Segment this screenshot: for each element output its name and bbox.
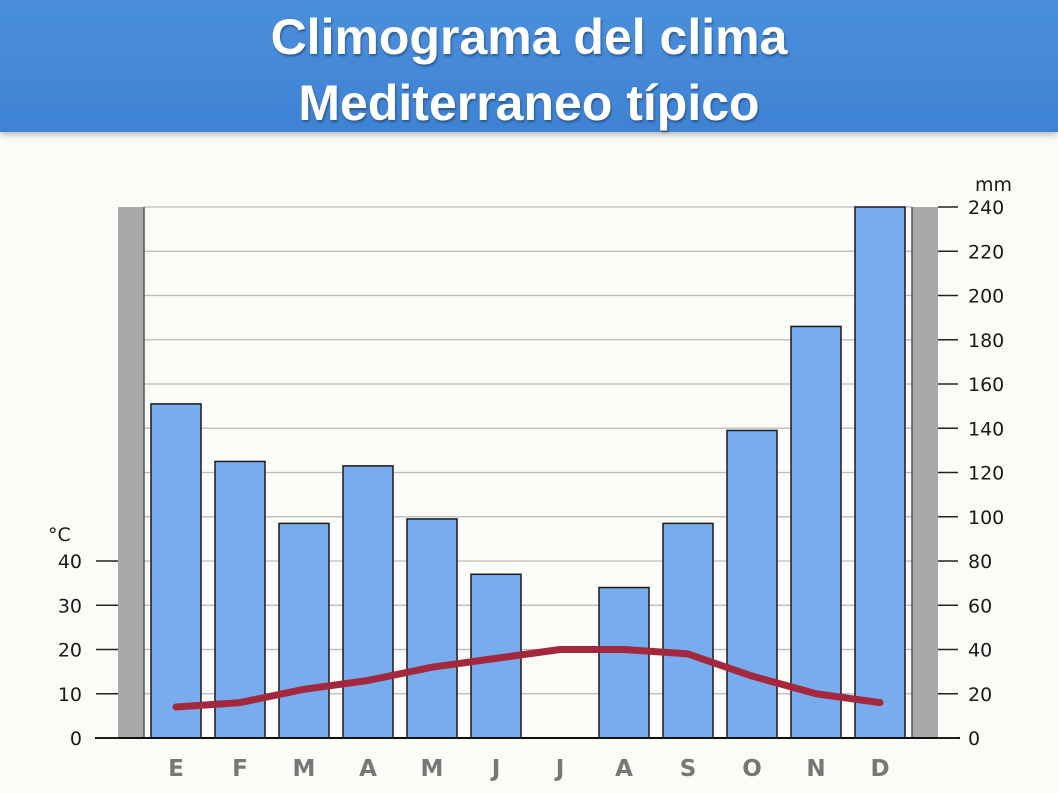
precip-bar xyxy=(406,518,458,739)
precip-bar xyxy=(214,460,266,739)
title-line-1: Climograma del clima xyxy=(270,9,788,65)
month-label: M xyxy=(293,756,316,782)
month-label: D xyxy=(870,756,889,782)
month-label: A xyxy=(359,756,377,782)
right-tick-label: 200 xyxy=(968,286,1004,308)
left-tick-label: 40 xyxy=(58,551,82,573)
right-tick-label: 240 xyxy=(968,197,1004,219)
left-tick-label: 30 xyxy=(58,595,82,617)
left-axis-unit: °C xyxy=(48,524,71,546)
month-label: F xyxy=(232,756,248,782)
right-tick-label: 40 xyxy=(968,640,992,662)
precip-bar xyxy=(662,522,714,739)
left-axis-ticks: 0 10 20 30 40 xyxy=(58,551,118,750)
right-axis-unit: mm xyxy=(975,174,1012,196)
month-label: E xyxy=(168,756,184,782)
month-label: S xyxy=(680,756,697,782)
right-gray-band xyxy=(912,207,938,738)
right-tick-label: 60 xyxy=(968,595,992,617)
right-tick-label: 0 xyxy=(968,728,980,750)
precip-bar xyxy=(790,325,842,739)
right-tick-label: 160 xyxy=(968,374,1004,396)
right-axis-ticks: 0 20 40 60 80 100 120 140 160 180 200 220 240 xyxy=(938,197,1004,750)
month-label: M xyxy=(421,756,444,782)
precip-bar xyxy=(598,586,650,739)
right-tick-label: 140 xyxy=(968,418,1004,440)
title-line-2: Mediterraneo típico xyxy=(298,75,760,131)
month-label: J xyxy=(554,756,565,782)
header-bar: Climograma del clima Mediterraneo típico xyxy=(0,0,1058,132)
right-tick-label: 80 xyxy=(968,551,992,573)
gridlines xyxy=(144,206,912,695)
right-tick-label: 100 xyxy=(968,507,1004,529)
precip-bar xyxy=(278,522,330,739)
left-tick-label: 20 xyxy=(58,640,82,662)
right-tick-label: 20 xyxy=(968,684,992,706)
month-label: J xyxy=(490,756,501,782)
right-tick-label: 180 xyxy=(968,330,1004,352)
precip-bar xyxy=(342,465,394,739)
precip-bar xyxy=(726,429,778,739)
month-label: O xyxy=(742,756,762,782)
left-gray-band xyxy=(118,207,144,738)
left-tick-label: 0 xyxy=(70,728,82,750)
temperature-line xyxy=(172,646,884,711)
month-label: N xyxy=(806,756,825,782)
right-tick-label: 120 xyxy=(968,463,1004,485)
precipitation-bars xyxy=(150,206,906,739)
left-tick-label: 10 xyxy=(58,684,82,706)
right-tick-label: 220 xyxy=(968,241,1004,263)
month-label: A xyxy=(615,756,633,782)
precip-bar xyxy=(150,403,202,739)
precip-bar xyxy=(854,206,906,739)
